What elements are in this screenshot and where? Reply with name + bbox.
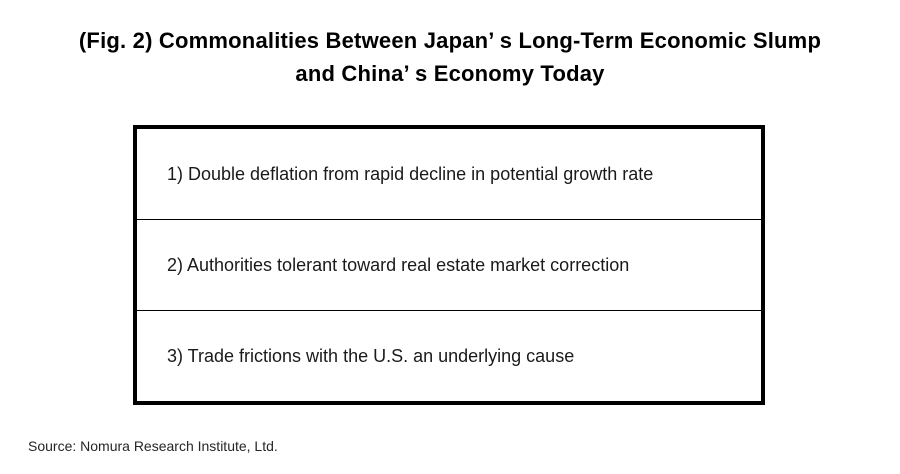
table-row: 1) Double deflation from rapid decline i…	[137, 129, 761, 219]
table-row-label-2: 2) Authorities tolerant toward real esta…	[167, 255, 630, 275]
table-row: 3) Trade frictions with the U.S. an unde…	[137, 310, 761, 401]
table-row-label-1: 1) Double deflation from rapid decline i…	[167, 164, 654, 184]
table-row-label-3: 3) Trade frictions with the U.S. an unde…	[167, 346, 575, 366]
commonalities-box: 1) Double deflation from rapid decline i…	[133, 125, 765, 405]
figure-title-line1: (Fig. 2) Commonalities Between Japan’ s …	[78, 28, 822, 53]
figure-title: (Fig. 2) Commonalities Between Japan’ s …	[0, 24, 900, 90]
source-note: Source: Nomura Research Institute, Ltd.	[28, 438, 278, 454]
table-row: 2) Authorities tolerant toward real esta…	[137, 219, 761, 310]
figure-title-line2: and China’ s Economy Today	[295, 61, 605, 86]
